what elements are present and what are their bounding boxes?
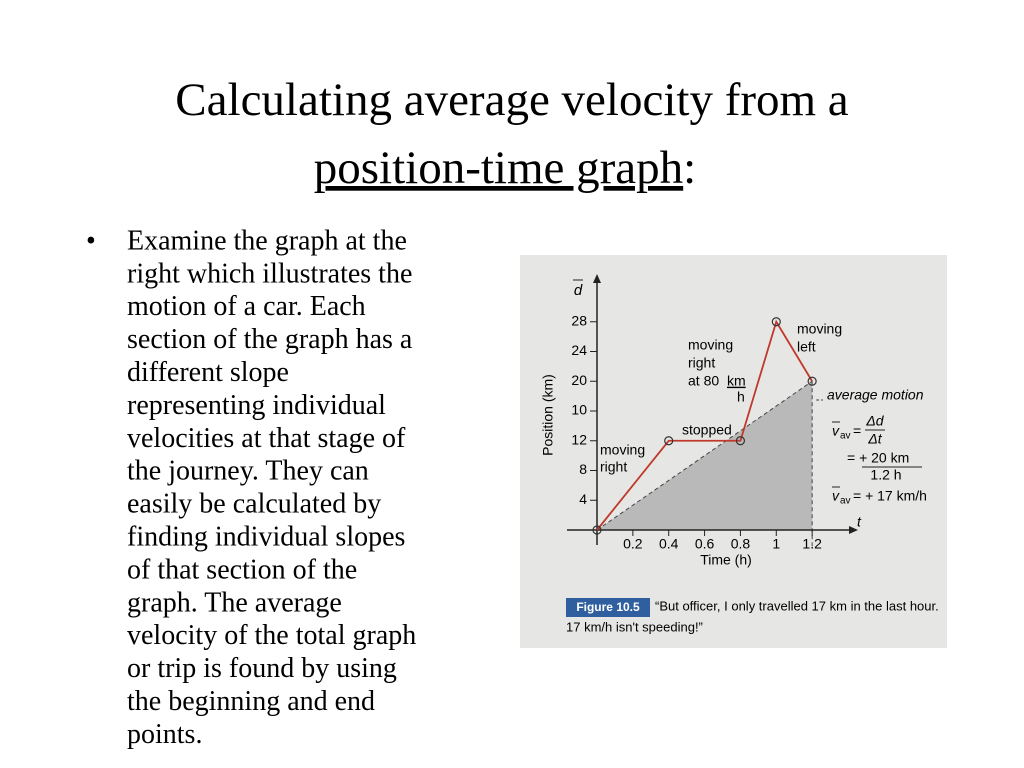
y-axis-label: Position (km) bbox=[540, 374, 556, 456]
average-line bbox=[596, 380, 813, 531]
bullet-marker: • bbox=[86, 225, 96, 256]
y-tick-label: 4 bbox=[579, 491, 587, 507]
title-line1: Calculating average velocity from a bbox=[175, 74, 849, 126]
formula-step2: = + 20 km bbox=[847, 450, 909, 466]
bullet-line: finding individual slopes bbox=[127, 522, 405, 553]
bullet-line: motion of a car. Each bbox=[127, 291, 366, 322]
annotation: moving bbox=[600, 442, 645, 458]
title-line2: position-time graph: bbox=[314, 142, 696, 194]
y-tick-label: 28 bbox=[571, 312, 587, 328]
annotation: moving bbox=[688, 337, 733, 353]
bullet-line: velocity of the total graph bbox=[127, 620, 416, 651]
x-axis-label: Time (h) bbox=[700, 552, 752, 568]
bullet-line: points. bbox=[127, 719, 202, 750]
position-line bbox=[596, 319, 813, 531]
figure-label-box bbox=[566, 598, 650, 617]
bullet-line: graph. The average bbox=[127, 587, 342, 618]
bullet-line: right which illustrates the bbox=[127, 258, 412, 289]
y-tick-label: 20 bbox=[571, 372, 587, 388]
annotation: left bbox=[797, 339, 816, 355]
annotation: right bbox=[600, 459, 627, 475]
x-tick-label: 0.8 bbox=[731, 536, 751, 552]
x-tick-label: 1.2 bbox=[802, 536, 822, 552]
x-symbol: t bbox=[857, 514, 862, 530]
bullet-line: representing individual bbox=[127, 390, 386, 421]
caption: 17 km/h isn't speeding!” bbox=[566, 619, 703, 634]
annotation: average motion bbox=[827, 387, 924, 403]
formula-result: = + 17 km/h bbox=[853, 488, 927, 504]
formula-den: Δt bbox=[867, 431, 882, 447]
point bbox=[592, 525, 602, 535]
bullet-line: of that section of the bbox=[127, 554, 357, 585]
bullet-line: section of the graph has a bbox=[127, 324, 413, 355]
bullet-line: easily be calculated by bbox=[127, 489, 381, 520]
bullet-line: the beginning and end bbox=[127, 686, 375, 717]
annotation: stopped bbox=[682, 422, 732, 438]
bullet-line: or trip is found by using bbox=[127, 653, 397, 684]
caption: “But officer, I only travelled 17 km in … bbox=[655, 598, 939, 613]
x-arrow bbox=[849, 526, 858, 534]
annotation: moving bbox=[797, 321, 842, 337]
y-symbol: d bbox=[574, 282, 583, 299]
annotation: right bbox=[688, 355, 715, 371]
x-tick-label: 1 bbox=[772, 536, 780, 552]
velocity-sub: av bbox=[840, 431, 851, 442]
point bbox=[664, 436, 674, 446]
figure-label: Figure 10.5 bbox=[576, 600, 640, 614]
bullet-line: different slope bbox=[127, 357, 289, 388]
y-tick-label: 10 bbox=[571, 402, 587, 418]
velocity-sub: av bbox=[840, 496, 851, 507]
formula-num: Δd bbox=[865, 413, 884, 429]
annotation: at 80 bbox=[688, 373, 719, 389]
bullet-line: the journey. They can bbox=[127, 456, 369, 487]
title-underlined: position-time graph bbox=[314, 142, 683, 194]
annotation: h bbox=[737, 389, 745, 405]
annotation: km bbox=[727, 373, 746, 389]
bullet-line: velocities at that stage of bbox=[127, 423, 406, 454]
formula-eq: = bbox=[853, 423, 861, 439]
velocity-symbol: v bbox=[832, 488, 840, 504]
velocity-symbol: v bbox=[832, 423, 840, 439]
y-tick-label: 12 bbox=[571, 431, 587, 447]
bullet-line: Examine the graph at the bbox=[127, 225, 407, 256]
y-tick-label: 8 bbox=[579, 461, 587, 477]
y-tick-label: 24 bbox=[571, 342, 587, 358]
point bbox=[735, 436, 746, 446]
x-tick-label: 0.4 bbox=[659, 536, 679, 552]
point bbox=[807, 376, 817, 386]
formula-step2-den: 1.2 h bbox=[870, 467, 901, 483]
y-arrow bbox=[593, 274, 601, 283]
title-colon: : bbox=[683, 142, 696, 194]
x-tick-label: 0.6 bbox=[695, 536, 715, 552]
point bbox=[771, 317, 781, 327]
x-tick-label: 0.2 bbox=[623, 536, 643, 552]
